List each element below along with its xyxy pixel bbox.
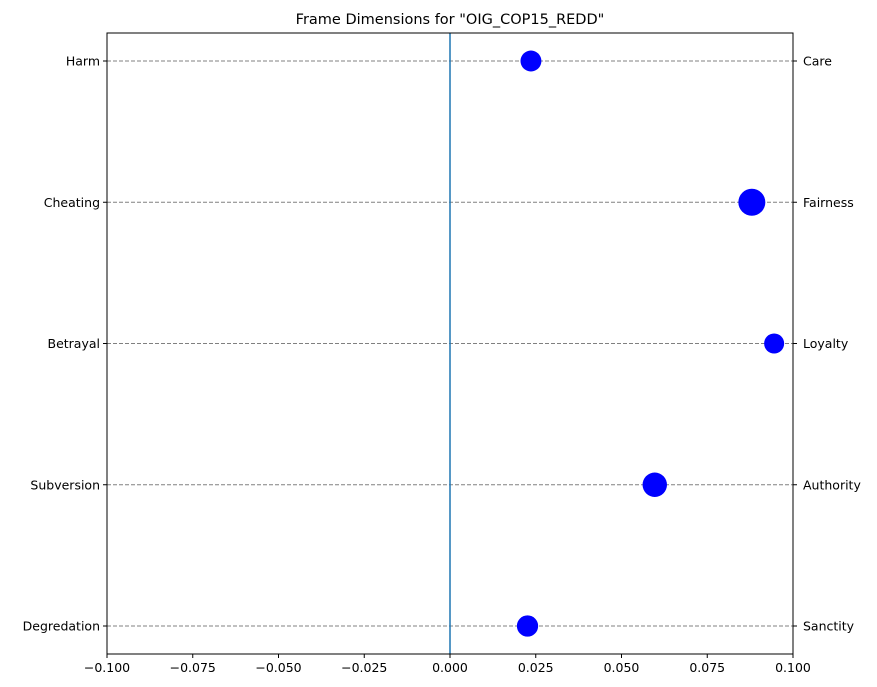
x-tick-label: −0.075 [170,660,216,675]
data-point [520,50,542,72]
data-point [764,333,785,354]
data-point [738,188,766,216]
right-category-label: Loyalty [803,336,849,351]
right-category-label: Sanctity [803,619,855,634]
left-axis-ticks: Harm Cheating Betrayal Subversion Degredatio… [23,54,107,634]
x-tick-label: 0.075 [689,660,725,675]
x-tick-label: −0.050 [255,660,301,675]
chart-title: Frame Dimensions for "OIG_COP15_REDD" [296,12,605,28]
right-category-label: Authority [803,477,861,492]
right-category-label: Care [803,54,832,69]
x-tick-label: 0.100 [775,660,811,675]
left-category-label: Harm [66,54,100,69]
right-category-label: Fairness [803,195,854,210]
left-category-label: Betrayal [48,336,101,351]
data-points [516,50,785,637]
data-point [516,615,539,637]
left-category-label: Degredation [23,619,100,634]
data-point [642,472,667,497]
x-tick-label: 0.025 [518,660,554,675]
left-category-label: Cheating [44,195,100,210]
x-tick-label: −0.100 [84,660,130,675]
x-tick-label: 0.050 [604,660,640,675]
x-axis-ticks: −0.100 −0.075 −0.050 −0.025 0.000 0.025 0.050 0… [84,654,811,675]
right-axis-ticks: Care Fairness Loyalty Authority Sanctity [793,54,861,634]
left-category-label: Subversion [30,477,100,492]
x-tick-label: 0.000 [432,660,468,675]
x-tick-label: −0.025 [341,660,387,675]
